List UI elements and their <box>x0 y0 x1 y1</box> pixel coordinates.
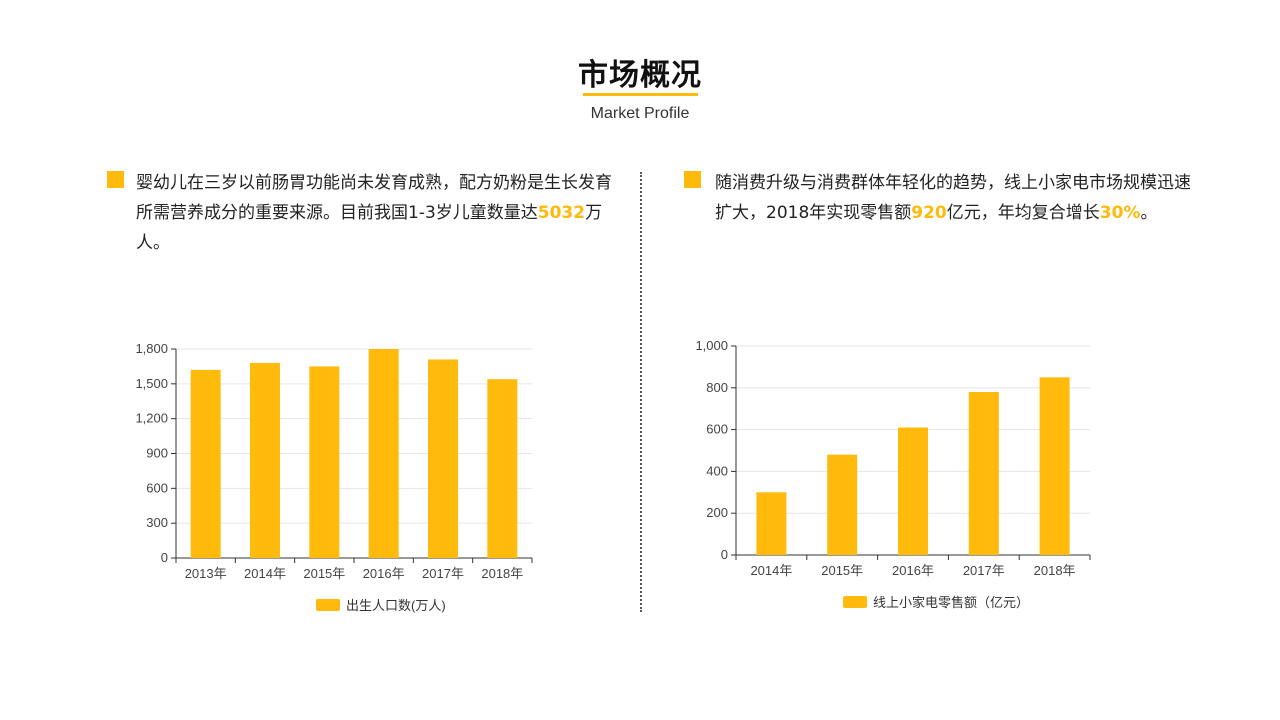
bar-2016年 <box>898 427 928 555</box>
right-text-middle: 亿元，年均复合增长 <box>946 203 1100 223</box>
x-tick-label: 2017年 <box>422 566 464 581</box>
y-tick-label: 1,500 <box>135 376 168 391</box>
right-text-end: 。 <box>1140 203 1158 223</box>
right-description: 随消费升级与消费群体年轻化的趋势，线上小家电市场规模迅速扩大，2018年实现零售… <box>715 168 1200 228</box>
y-tick-label: 600 <box>706 422 728 437</box>
bar-2014年 <box>250 362 280 558</box>
legend-label: 线上小家电零售额（亿元） <box>873 595 1029 610</box>
right-highlight-value: 920 <box>911 203 947 223</box>
x-tick-label: 2018年 <box>481 566 523 581</box>
bar-2017年 <box>428 359 458 558</box>
right-text-main: 随消费升级与消费群体年轻化的趋势，线上小家电市场规模迅速扩大，2018年实现零售… <box>715 173 1191 223</box>
center-divider <box>640 172 642 612</box>
x-tick-label: 2014年 <box>750 563 792 578</box>
page-subtitle: Market Profile <box>590 105 690 122</box>
x-tick-label: 2018年 <box>1034 563 1076 578</box>
x-tick-label: 2013年 <box>185 566 227 581</box>
y-tick-label: 0 <box>161 550 168 565</box>
y-tick-label: 900 <box>146 446 168 461</box>
left-highlight-number: 5032 <box>537 203 586 223</box>
y-tick-label: 1,000 <box>695 338 728 353</box>
page-title: 市场概况 <box>578 58 702 93</box>
bar-2014年 <box>756 492 787 555</box>
x-tick-label: 2016年 <box>363 566 405 581</box>
y-tick-label: 1,800 <box>135 341 168 356</box>
bar-2016年 <box>368 349 399 558</box>
x-tick-label: 2015年 <box>821 563 863 578</box>
y-tick-label: 300 <box>146 515 168 530</box>
left-description: 婴幼儿在三岁以前肠胃功能尚未发育成熟，配方奶粉是生长发育所需营养成分的重要来源。… <box>136 168 616 258</box>
x-tick-label: 2015年 <box>303 566 345 581</box>
y-tick-label: 0 <box>721 547 728 562</box>
bar-2018年 <box>1039 377 1070 555</box>
legend-label: 出生人口数(万人) <box>346 598 446 613</box>
left-bullet-square <box>107 171 124 188</box>
y-tick-label: 800 <box>706 380 728 395</box>
x-tick-label: 2014年 <box>244 566 286 581</box>
bar-2018年 <box>487 379 518 558</box>
birth-population-bar-chart: 0 300 600 900 1,200 1,500 1,800 2013年 2014年 2015年… <box>135 341 533 613</box>
title-underline <box>583 93 698 96</box>
x-tick-label: 2016年 <box>892 563 934 578</box>
left-text-main: 婴幼儿在三岁以前肠胃功能尚未发育成熟，配方奶粉是生长发育所需营养成分的重要来源。… <box>136 173 612 223</box>
bar-2015年 <box>309 366 340 558</box>
left-text-end: 万人。 <box>136 203 603 253</box>
y-tick-label: 200 <box>706 505 728 520</box>
right-highlight-percent: 30% <box>1099 203 1141 223</box>
y-tick-label: 600 <box>146 480 168 495</box>
y-tick-label: 400 <box>706 463 728 478</box>
right-bullet-square <box>684 171 701 188</box>
bar-2017年 <box>968 391 999 555</box>
bar-2013年 <box>190 369 221 558</box>
legend-swatch <box>316 599 340 611</box>
y-tick-label: 1,200 <box>135 411 168 426</box>
legend-swatch <box>843 596 867 608</box>
x-tick-label: 2017年 <box>963 563 1005 578</box>
bar-2015年 <box>827 454 858 555</box>
online-appliance-sales-bar-chart: 0 200 400 600 800 1,000 2014年 2015年 2016年 2017年 20… <box>695 338 1091 610</box>
